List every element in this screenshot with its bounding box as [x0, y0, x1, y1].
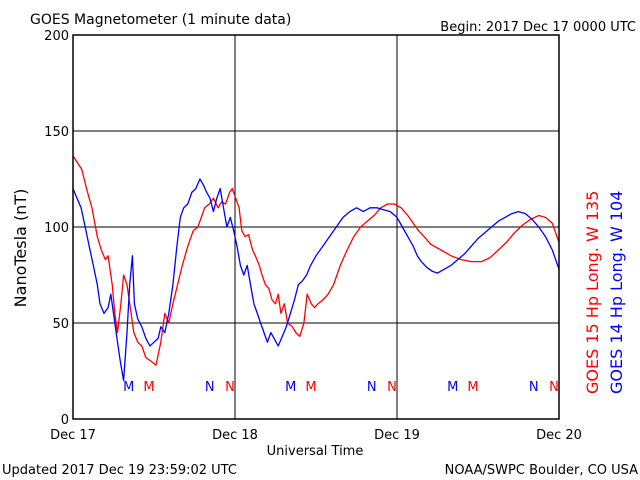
legend-entry-goes-15: GOES 15 Hp Long. W 135	[583, 191, 602, 394]
event-marker-label: N	[549, 380, 559, 395]
legend-entry-goes-14: GOES 14 Hp Long. W 104	[607, 191, 626, 394]
event-marker-label: N	[387, 380, 397, 395]
series-line-goes-14	[72, 178, 560, 382]
series-line-goes-15	[72, 155, 560, 366]
event-marker-label: N	[205, 380, 215, 395]
event-marker-label: M	[447, 380, 458, 395]
begin-label: Begin: 2017 Dec 17 0000 UTC	[440, 20, 636, 35]
legend: GOES 15 Hp Long. W 135 GOES 14 Hp Long. W…	[583, 191, 626, 394]
chart-title: GOES Magnetometer (1 minute data)	[30, 12, 291, 28]
event-marker-label: N	[225, 380, 235, 395]
x-tick-label: Dec 20	[536, 428, 582, 443]
y-tick-label: 100	[44, 221, 69, 236]
event-marker-label: M	[305, 380, 316, 395]
x-tick-label: Dec 19	[374, 428, 420, 443]
event-marker-label: M	[285, 380, 296, 395]
updated-timestamp: Updated 2017 Dec 19 23:59:02 UTC	[2, 463, 237, 478]
plot-frame	[72, 34, 560, 420]
y-tick-label: 150	[44, 125, 69, 140]
grid-lines	[73, 35, 559, 419]
event-marker-label: N	[367, 380, 377, 395]
y-tick-label: 50	[52, 317, 69, 332]
y-tick-label: 0	[61, 413, 69, 428]
y-axis-label: NanoTesla (nT)	[11, 189, 30, 308]
credit-label: NOAA/SWPC Boulder, CO USA	[445, 463, 638, 478]
y-axis-ticks: 0 50 100 150 200	[44, 29, 69, 428]
y-tick-label: 200	[44, 29, 69, 44]
x-axis-ticks: Dec 17 Dec 18 Dec 19 Dec 20	[50, 428, 582, 443]
series-layer	[72, 155, 560, 382]
x-axis-label: Universal Time	[267, 444, 364, 459]
event-marker-label: M	[143, 380, 154, 395]
event-marker-label: M	[123, 380, 134, 395]
event-marker-label: N	[529, 380, 539, 395]
x-tick-label: Dec 17	[50, 428, 96, 443]
event-marker-label: M	[467, 380, 478, 395]
x-tick-label: Dec 18	[212, 428, 258, 443]
